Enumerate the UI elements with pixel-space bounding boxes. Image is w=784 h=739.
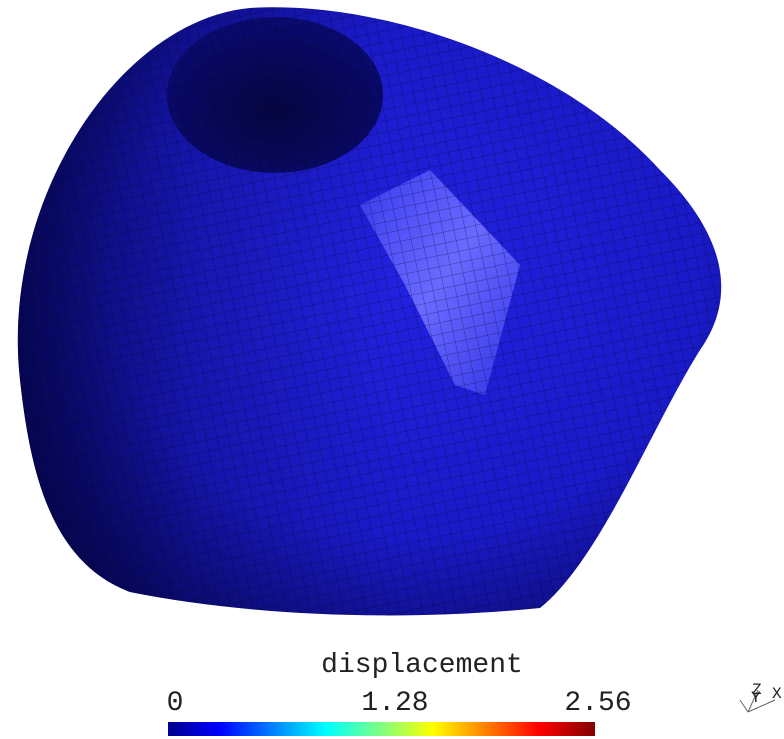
triad-axis [747, 689, 759, 713]
triad-axis [747, 699, 776, 713]
triad-axis [739, 699, 749, 713]
colorbar-gradient [168, 722, 595, 736]
colorbar: displacement 0 1.28 2.56 [167, 650, 632, 736]
dome-model [17, 7, 722, 616]
triad-label: X [772, 685, 782, 703]
colorbar-tick: 0 [167, 688, 184, 719]
axis-triad: Z Y X [739, 681, 782, 713]
triad-label: Z [752, 681, 762, 699]
colorbar-tick: 1.28 [361, 688, 428, 719]
colorbar-title: displacement [321, 650, 523, 681]
mesh-grid [17, 7, 722, 616]
colorbar-tick: 2.56 [564, 688, 631, 719]
triad-label: Y [751, 689, 761, 707]
